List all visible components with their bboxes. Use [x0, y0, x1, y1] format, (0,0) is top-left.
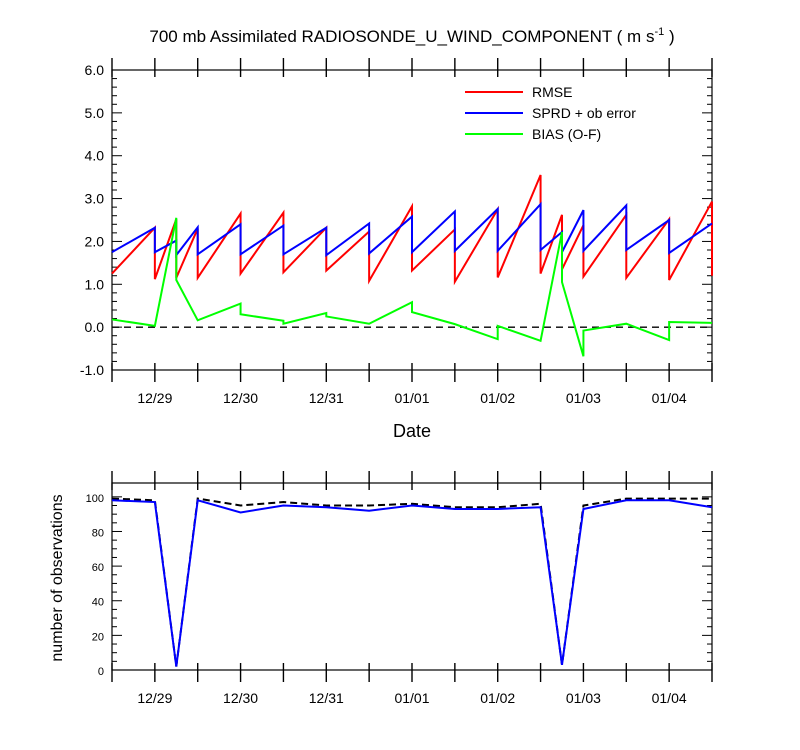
- top-xtick-label: 12/30: [223, 390, 258, 406]
- bottom-ytick-label: 40: [92, 597, 104, 609]
- top-xtick-label: 12/31: [309, 390, 344, 406]
- bottom-xtick-label: 01/01: [394, 690, 429, 706]
- top-series-bias-o-f: [111, 217, 713, 357]
- top-plot-area: -1.0 0.0 1.0 2.0 3.0 4.0 5.0 6.0 12/29 12/30 12/31…: [80, 58, 713, 406]
- top-xtick-label: 01/02: [480, 390, 515, 406]
- bottom-ytick-label: 80: [92, 527, 104, 539]
- legend-label: RMSE: [532, 84, 572, 100]
- chart-title: 700 mb Assimilated RADIOSONDE_U_WIND_COM…: [149, 26, 674, 46]
- bottom-xtick-label: 01/02: [480, 690, 515, 706]
- top-ytick-label: 0.0: [85, 319, 105, 335]
- top-x-axis-label: Date: [393, 421, 431, 441]
- bottom-ytick-label: 0: [98, 666, 104, 678]
- top-ytick-label: 3.0: [85, 191, 105, 207]
- bottom-xtick-label: 01/03: [566, 690, 601, 706]
- legend: RMSE SPRD + ob error BIAS (O-F): [465, 84, 636, 142]
- top-xtick-label: 01/03: [566, 390, 601, 406]
- bottom-ytick-label: 20: [92, 631, 104, 643]
- top-ytick-label: 6.0: [85, 62, 105, 78]
- top-ytick-label: -1.0: [80, 362, 104, 378]
- bottom-xtick-label: 12/30: [223, 690, 258, 706]
- top-series-sprd-ob-error: [111, 201, 713, 259]
- top-ytick-label: 4.0: [85, 148, 105, 164]
- top-ytick-label: 1.0: [85, 276, 105, 292]
- bottom-frame: [111, 482, 713, 671]
- top-xtick-label: 01/04: [652, 390, 687, 406]
- legend-label: SPRD + ob error: [532, 105, 636, 121]
- bottom-xtick-label: 12/29: [137, 690, 172, 706]
- bottom-y-axis-label: number of observations: [49, 494, 66, 661]
- bottom-ytick-label: 60: [92, 562, 104, 574]
- bottom-series-total: [111, 497, 712, 667]
- bottom-xtick-label: 12/31: [309, 690, 344, 706]
- legend-label: BIAS (O-F): [532, 126, 601, 142]
- top-xtick-label: 01/01: [394, 390, 429, 406]
- top-ytick-label: 5.0: [85, 105, 105, 121]
- bottom-ytick-label: 100: [86, 493, 104, 505]
- bottom-plot-area: 0 20 40 60 80 100 12/29 12/30 12/31 01/01 01/02 01/…: [86, 471, 713, 706]
- top-xtick-label: 12/29: [137, 390, 172, 406]
- top-ytick-label: 2.0: [85, 233, 105, 249]
- bottom-series-assimilated: [111, 499, 713, 667]
- bottom-xtick-label: 01/04: [652, 690, 687, 706]
